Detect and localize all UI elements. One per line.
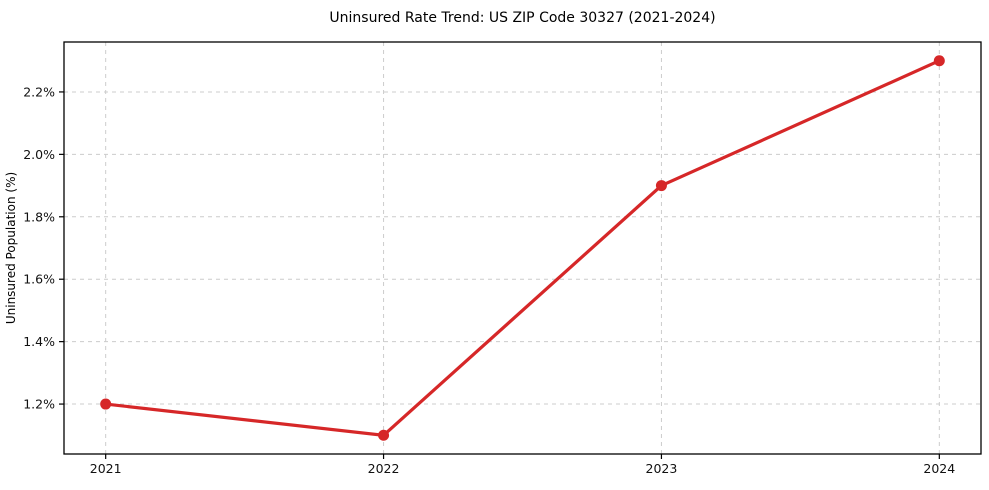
y-tick-label: 2.0%	[23, 147, 55, 162]
y-tick-label: 1.6%	[23, 272, 55, 287]
y-tick-label: 1.8%	[23, 209, 55, 224]
data-point-2023	[655, 180, 667, 192]
y-tick-label: 2.2%	[23, 84, 55, 99]
y-tick-label: 1.2%	[23, 397, 55, 412]
data-point-2021	[100, 398, 112, 410]
x-tick-label: 2023	[646, 461, 678, 476]
y-tick-label: 1.4%	[23, 334, 55, 349]
x-tick-label: 2024	[923, 461, 955, 476]
plot-border	[63, 41, 982, 455]
data-point-2024	[933, 55, 945, 67]
data-line	[104, 59, 941, 437]
x-tick-label: 2021	[90, 461, 122, 476]
data-point-2022	[378, 429, 390, 441]
x-tick-label: 2022	[368, 461, 400, 476]
chart-title: Uninsured Rate Trend: US ZIP Code 30327 …	[329, 10, 716, 26]
